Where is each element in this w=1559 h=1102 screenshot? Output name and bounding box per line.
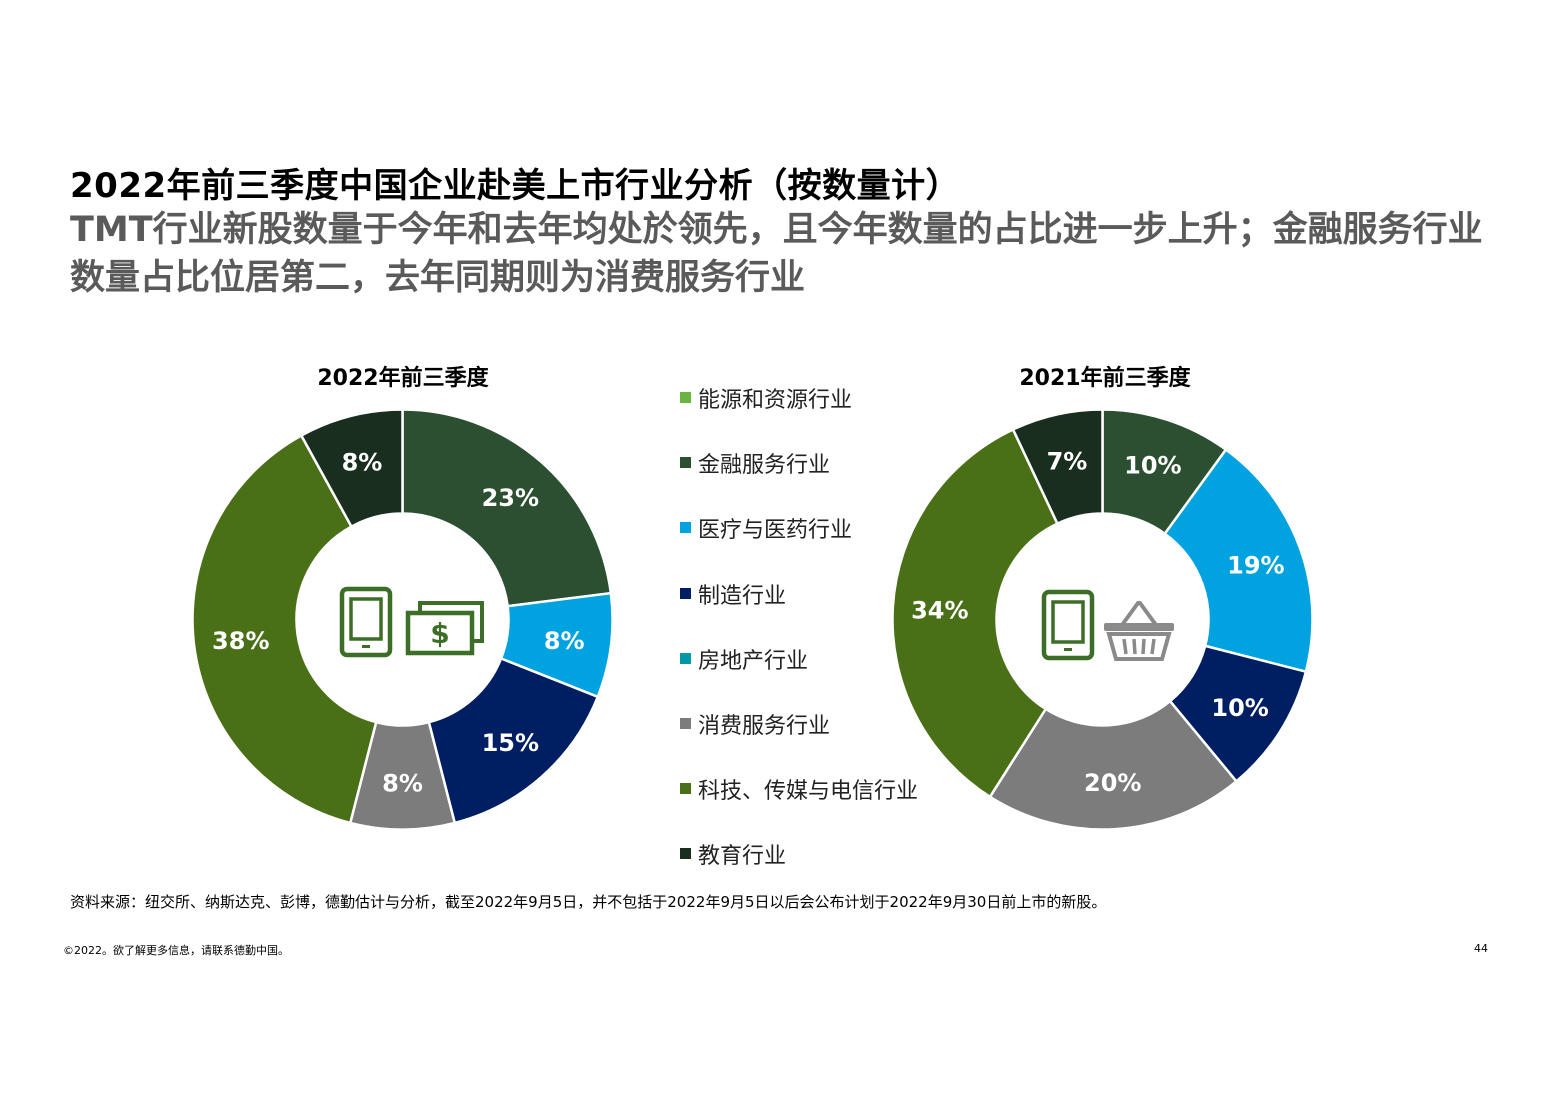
chart-legend: 能源和资源行业 金融服务行业 医疗与医药行业 制造行业 房地产行业 消费服务行业…: [680, 382, 918, 904]
footer-copyright: ©2022。欲了解更多信息，请联系德勤中国。: [63, 944, 289, 957]
slice-label: 8%: [544, 627, 585, 655]
legend-item: 消费服务行业: [680, 708, 918, 773]
legend-swatch: [680, 717, 691, 729]
slice-label: 20%: [1084, 769, 1141, 797]
legend-swatch: [680, 522, 691, 534]
donut-slice: [191, 433, 378, 825]
chart-title-2022: 2022年前三季度: [317, 366, 489, 391]
donut-slice: [988, 699, 1239, 831]
shopping-basket-icon: [1104, 601, 1174, 661]
chart-title-2021: 2021年前三季度: [1019, 366, 1191, 391]
legend-label: 科技、传媒与电信行业: [698, 779, 919, 805]
donut-slice: [1011, 408, 1104, 526]
slice-label: 10%: [1124, 451, 1181, 479]
slice-label: 15%: [482, 729, 539, 757]
tablet-icon: [339, 586, 393, 658]
tablet-icon: [1041, 589, 1095, 661]
donut-slice: [891, 427, 1060, 799]
slice-label: 34%: [911, 596, 968, 624]
legend-swatch: [680, 848, 691, 860]
legend-label: 金融服务行业: [698, 453, 831, 479]
legend-label: 消费服务行业: [698, 713, 831, 739]
legend-label: 制造行业: [698, 583, 787, 609]
page-subtitle: TMT行业新股数量于今年和去年均处於领先，且今年数量的占比进一步上升；金融服务行…: [70, 210, 1483, 298]
legend-item: 科技、传媒与电信行业: [680, 773, 918, 838]
slice-label: 10%: [1211, 694, 1268, 722]
donut-slice: [401, 408, 613, 608]
slice-label: 19%: [1227, 551, 1284, 579]
donut-chart-2021: 10% 19% 10% 20% 34% 7%: [891, 408, 1314, 831]
legend-swatch: [680, 587, 691, 599]
source-note: 资料来源：纽交所、纳斯达克、彭博，德勤估计与分析，截至2022年9月5日，并不包…: [70, 893, 1107, 911]
page-number: 44: [1474, 942, 1488, 955]
cash-icon: $: [405, 601, 484, 656]
page-title: 2022年前三季度中国企业赴美上市行业分析（按数量计）: [70, 166, 961, 206]
legend-label: 医疗与医药行业: [698, 518, 853, 544]
legend-label: 房地产行业: [698, 648, 809, 674]
legend-label: 教育行业: [698, 844, 787, 870]
legend-swatch: [680, 392, 691, 403]
slice-label: 8%: [342, 449, 383, 477]
legend-item: 房地产行业: [680, 643, 918, 708]
legend-item: 能源和资源行业: [680, 382, 918, 447]
donut-slice: [427, 656, 600, 825]
donut-slice: [1163, 447, 1314, 674]
legend-swatch: [680, 457, 691, 469]
slice-label: 7%: [1047, 447, 1088, 475]
svg-text:$: $: [430, 617, 449, 650]
legend-item: 制造行业: [680, 578, 918, 643]
donut-slice: [299, 408, 404, 529]
legend-label: 能源和资源行业: [698, 388, 853, 413]
slice-label: 38%: [212, 627, 269, 655]
donut-chart-2022: 23% 8% 15% 8% 38% 8% $: [191, 408, 614, 831]
legend-swatch: [680, 783, 691, 795]
slice-label: 23%: [482, 484, 539, 512]
legend-swatch: [680, 652, 691, 664]
legend-item: 金融服务行业: [680, 447, 918, 512]
legend-item: 教育行业: [680, 838, 918, 903]
slice-label: 8%: [382, 770, 423, 798]
legend-item: 医疗与医药行业: [680, 512, 918, 577]
